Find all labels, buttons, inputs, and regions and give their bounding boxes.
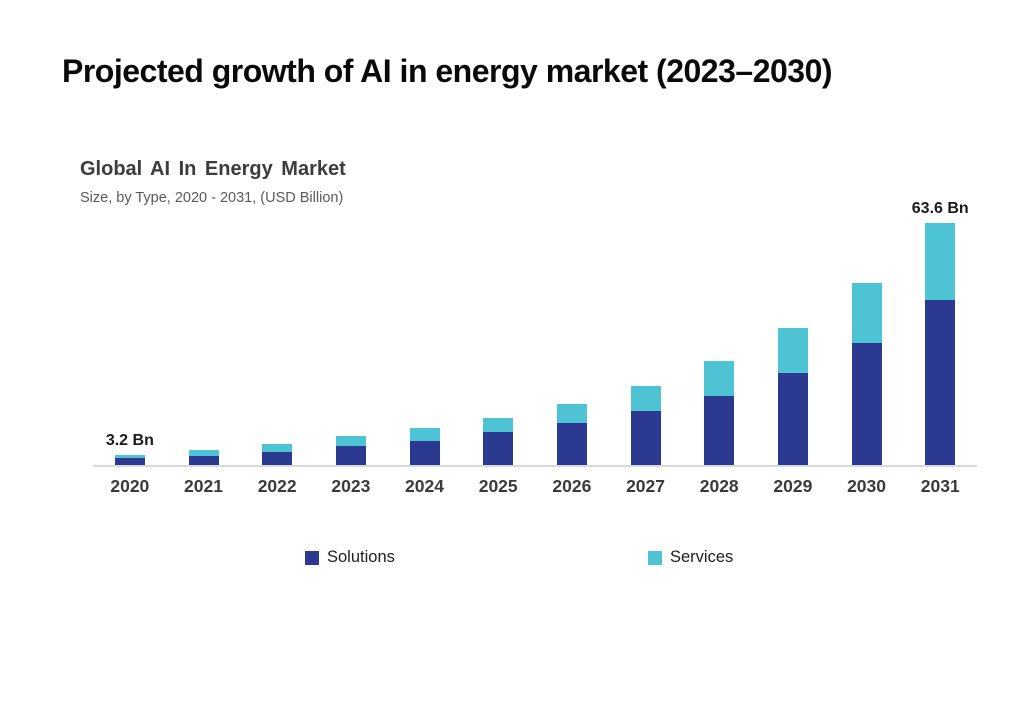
bar-segment-services-2024	[409, 428, 440, 442]
bar-segment-solutions-2029	[777, 373, 808, 467]
x-axis-line	[93, 465, 977, 467]
bar-segment-solutions-2024	[409, 441, 440, 467]
plot-area: 3.2 Bn 63.6 Bn	[93, 200, 977, 467]
x-tick-label-2025: 2025	[478, 476, 518, 496]
legend-label-services: Services	[670, 548, 734, 566]
bar-segment-solutions-2025	[483, 432, 514, 467]
bar-slot-2031: 63.6 Bn	[903, 200, 977, 467]
x-tick-label-2027: 2027	[626, 476, 665, 496]
x-tick-label-2022: 2022	[257, 476, 297, 496]
x-tick-label-2026: 2026	[552, 476, 592, 496]
bar-slot-2027	[609, 205, 683, 467]
bar-value-label-2020: 3.2 Bn	[105, 431, 154, 449]
bar-slot-2028	[682, 205, 756, 467]
legend-swatch-services	[648, 550, 662, 565]
bar-segment-services-2031	[925, 222, 956, 300]
x-tick-label-2030: 2030	[847, 476, 887, 496]
legend-swatch-solutions	[305, 550, 319, 565]
bar-slot-2024	[388, 205, 462, 467]
x-tick-label-2024: 2024	[405, 476, 444, 496]
bar-segment-solutions-2031	[925, 299, 956, 467]
bar-2026	[556, 403, 587, 467]
bar-segment-solutions-2020	[114, 458, 145, 467]
bar-2027	[630, 386, 661, 467]
x-tick-label-2021: 2021	[184, 476, 223, 496]
bar-2029	[777, 328, 808, 467]
legend-item-solutions: Solutions	[305, 548, 395, 567]
bar-slot-2023	[314, 205, 388, 467]
page-title: Projected growth of AI in energy market …	[62, 53, 833, 89]
bar-segment-solutions-2023	[335, 445, 366, 467]
x-tick-label-2023: 2023	[331, 476, 371, 496]
x-tick-label-2020: 2020	[110, 476, 150, 496]
bar-segment-solutions-2030	[851, 342, 882, 467]
bar-segment-services-2022	[262, 443, 293, 452]
bar-segment-services-2027	[630, 386, 661, 412]
bar-slot-2020: 3.2 Bn	[93, 205, 167, 467]
x-axis-labels: 2020 2021 2022 2023 2024 2025 2026 2027 2028 2029…	[93, 476, 977, 497]
bar-slot-2025	[461, 205, 535, 467]
bar-segment-solutions-2027	[630, 411, 661, 467]
bar-value-label-2031: 63.6 Bn	[911, 199, 969, 217]
bar-slot-2026	[535, 205, 609, 467]
bar-2021	[188, 450, 219, 467]
x-tick-label-2029: 2029	[773, 476, 813, 496]
bar-segment-services-2020	[114, 454, 145, 459]
chart-subtitle: Size, by Type, 2020 - 2031, (USD Billion…	[80, 190, 344, 206]
bar-slot-2030	[830, 205, 904, 467]
bar-2030	[851, 283, 882, 467]
bar-slot-2029	[756, 205, 830, 467]
bar-segment-services-2029	[777, 328, 808, 374]
bar-segment-services-2021	[188, 450, 219, 456]
bar-2028	[704, 361, 735, 467]
bar-segment-services-2023	[335, 436, 366, 446]
bar-segment-solutions-2021	[188, 455, 219, 467]
bar-2025	[483, 417, 514, 467]
bar-segment-services-2025	[483, 417, 514, 433]
bar-segment-solutions-2026	[556, 422, 587, 467]
x-tick-label-2031: 2031	[920, 476, 960, 496]
bar-segment-services-2028	[704, 361, 735, 396]
bar-2024	[409, 428, 440, 467]
bar-segment-services-2030	[851, 283, 882, 343]
bar-2023	[335, 436, 366, 467]
bar-segment-services-2026	[556, 403, 587, 423]
bar-2022	[262, 443, 293, 467]
bar-2031	[925, 222, 956, 467]
legend-item-services: Services	[648, 548, 733, 567]
bar-segment-solutions-2028	[704, 396, 735, 467]
legend-label-solutions: Solutions	[327, 548, 395, 566]
x-tick-label-2028: 2028	[699, 476, 739, 496]
bar-2020	[114, 454, 145, 467]
bar-slot-2022	[240, 205, 314, 467]
bar-segment-solutions-2022	[262, 452, 293, 467]
chart-title: Global AI In Energy Market	[80, 158, 346, 180]
bar-slot-2021	[167, 205, 241, 467]
bars-container: 3.2 Bn 63.6 Bn	[93, 200, 977, 467]
